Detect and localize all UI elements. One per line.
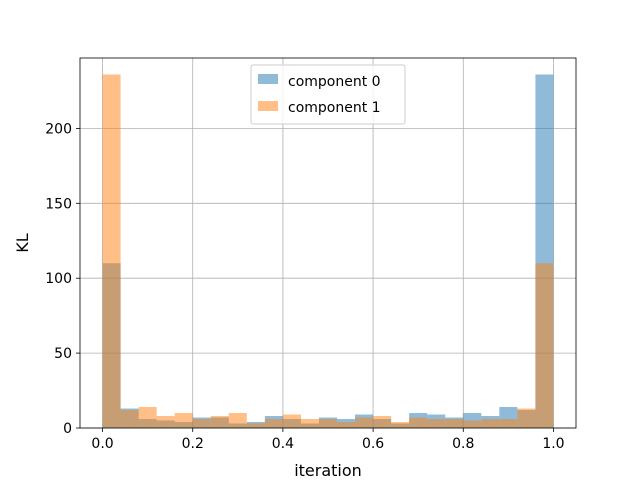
legend-label-component-0: component 0 [288, 74, 381, 90]
y-tick-label: 0 [63, 421, 72, 437]
axis-ticks: 0.0 0.2 0.4 0.6 0.8 1.0 0 50 100 150 200 [45, 121, 564, 452]
histogram-bar [156, 416, 175, 428]
histogram-bar [445, 419, 464, 428]
x-tick-label: 0.8 [452, 436, 474, 452]
histogram-bar [264, 419, 283, 428]
legend-swatch-component-1 [258, 101, 278, 111]
histogram-bar [355, 417, 374, 428]
x-tick-label: 1.0 [542, 436, 564, 452]
histogram-bar [138, 407, 157, 428]
x-tick-label: 0.6 [362, 436, 384, 452]
plot-frame [79, 57, 577, 429]
y-tick-label: 200 [45, 121, 72, 137]
histogram-bar [427, 419, 446, 428]
series-component-1 [102, 74, 554, 429]
histogram-bar [300, 419, 319, 428]
x-tick-label: 0.0 [91, 436, 113, 452]
histogram-bar [463, 420, 482, 428]
histogram-bar [373, 416, 392, 428]
x-tick-label: 0.2 [182, 436, 204, 452]
legend-box [250, 64, 406, 125]
histogram-bar [499, 419, 518, 428]
y-axis-label: KL [13, 233, 32, 252]
histogram-bar [282, 414, 301, 428]
histogram-bar [318, 419, 338, 428]
histogram-bar [337, 422, 356, 428]
legend-swatch-component-0 [258, 74, 278, 84]
legend: component 0 component 1 [250, 64, 406, 125]
histogram-bar [481, 419, 500, 428]
y-tick-label: 50 [54, 346, 72, 362]
x-tick-label: 0.4 [272, 436, 294, 452]
histogram-bar [120, 410, 139, 428]
histogram-bar [535, 263, 554, 428]
histogram-bars [102, 74, 554, 429]
histogram-bar [409, 417, 428, 428]
histogram-bar [174, 413, 193, 428]
legend-label-component-1: component 1 [288, 100, 381, 116]
y-tick-label: 150 [45, 196, 72, 212]
histogram-bar [192, 419, 211, 428]
histogram-bar [391, 422, 410, 428]
histogram-bar [517, 408, 536, 428]
histogram-bar [102, 74, 121, 429]
x-axis-label: iteration [294, 461, 362, 480]
histogram-bar [210, 416, 229, 428]
y-tick-label: 100 [45, 271, 72, 287]
histogram-bar [228, 413, 247, 428]
histogram-bar [246, 423, 265, 428]
